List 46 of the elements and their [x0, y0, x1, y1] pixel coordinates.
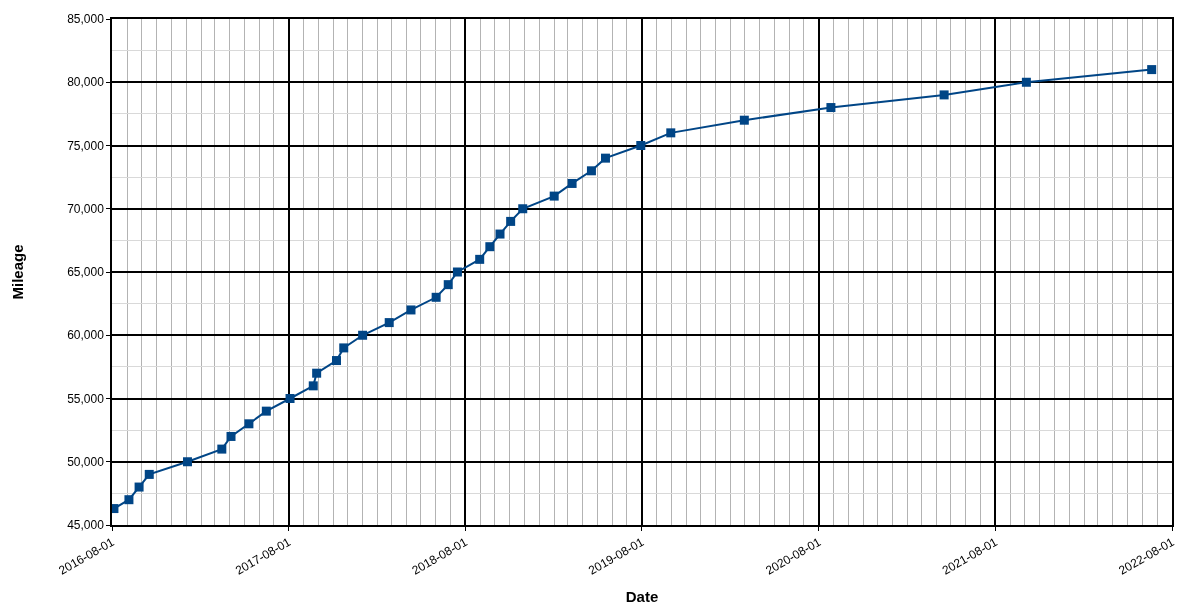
y-tick-label: 75,000 [67, 138, 105, 153]
point [666, 128, 676, 138]
point [549, 191, 559, 201]
point [636, 141, 646, 150]
point [506, 216, 516, 226]
y-tick-label: 50,000 [67, 454, 105, 469]
point [406, 305, 416, 315]
point [452, 267, 462, 277]
y-tick-label: 45,000 [67, 518, 105, 533]
point [443, 280, 453, 290]
point [939, 90, 949, 100]
point [485, 242, 495, 252]
point [739, 115, 749, 125]
y-tick-label: 65,000 [67, 265, 105, 280]
point [261, 406, 271, 416]
point [244, 419, 254, 429]
point [339, 343, 349, 353]
y-tick-label: 85,000 [67, 12, 105, 27]
point [308, 381, 318, 391]
y-tick-label: 70,000 [67, 201, 105, 216]
point [226, 431, 236, 441]
point [1147, 65, 1157, 75]
y-tick-label: 55,000 [67, 391, 105, 406]
x-axis-title: Date [625, 588, 659, 606]
point [285, 394, 295, 403]
point [124, 495, 134, 505]
point [134, 482, 144, 492]
point [600, 153, 610, 163]
point [384, 318, 394, 328]
point [495, 229, 505, 239]
y-tick-label: 80,000 [67, 75, 105, 90]
point [826, 103, 836, 113]
y-tick-label: 60,000 [67, 328, 105, 343]
point [431, 292, 441, 302]
point [217, 444, 227, 454]
point [182, 457, 192, 467]
point [331, 356, 341, 366]
point [312, 368, 322, 378]
point [1021, 77, 1031, 87]
point [475, 254, 485, 264]
point [144, 469, 154, 479]
point [586, 166, 596, 176]
point [567, 178, 577, 188]
point [358, 330, 368, 340]
point [518, 204, 528, 214]
y-axis-title: Mileage [8, 244, 26, 300]
